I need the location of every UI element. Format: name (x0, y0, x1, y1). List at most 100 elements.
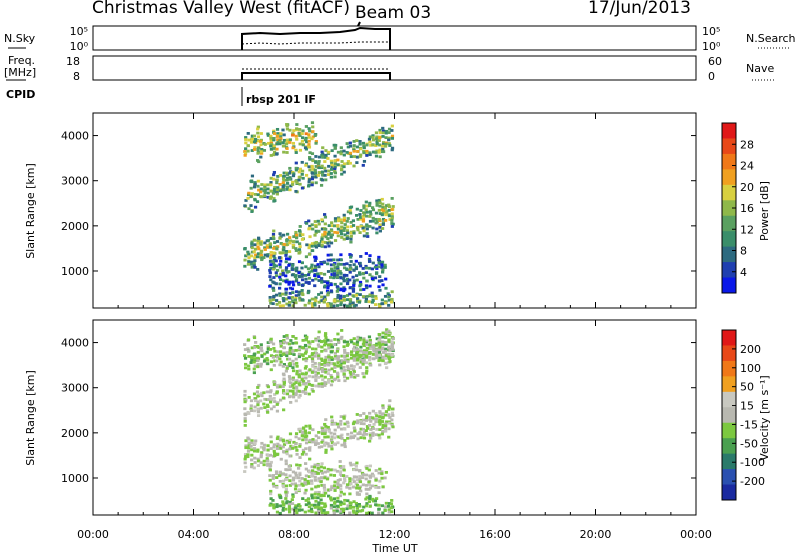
data-cell (388, 218, 392, 221)
data-cell (310, 242, 315, 245)
data-cell (336, 296, 340, 299)
data-cell (310, 496, 315, 500)
data-cell (329, 350, 334, 354)
data-cell (307, 505, 311, 509)
data-cell (317, 490, 321, 494)
data-cell (371, 299, 375, 303)
data-cell (349, 356, 354, 360)
data-cell (383, 294, 388, 298)
data-cell (387, 427, 391, 431)
data-cell (336, 361, 340, 365)
data-cell (316, 496, 320, 500)
data-cell (384, 422, 388, 426)
data-cell (262, 359, 267, 363)
data-cell (308, 156, 312, 159)
data-cell (387, 303, 391, 307)
data-cell (289, 170, 293, 173)
data-cell (361, 351, 366, 354)
data-cell (355, 421, 360, 425)
data-cell (282, 340, 287, 344)
data-cell (243, 419, 247, 423)
cpid-label: CPID (6, 88, 35, 101)
data-cell (269, 139, 273, 143)
data-cell (304, 467, 308, 471)
data-cell (316, 336, 321, 339)
data-cell (355, 226, 360, 230)
data-cell (326, 262, 330, 266)
data-cell (330, 168, 334, 171)
data-cell (368, 210, 372, 214)
data-cell (252, 185, 257, 189)
data-cell (381, 406, 385, 410)
data-cell (335, 289, 339, 293)
data-cell (243, 413, 248, 417)
data-cell (365, 339, 369, 343)
data-cell (287, 510, 292, 514)
data-cell (348, 492, 352, 496)
data-cell (284, 292, 288, 296)
data-cell (265, 356, 269, 360)
data-cell (291, 264, 295, 267)
x-tick-label: 00:00 (77, 528, 109, 541)
data-cell (265, 350, 269, 354)
data-cell (259, 241, 263, 245)
data-cell (269, 489, 273, 493)
data-cell (365, 346, 369, 350)
data-cell (336, 227, 341, 231)
data-cell (279, 354, 283, 357)
colorbar-segment (722, 407, 736, 424)
data-cell (358, 504, 362, 508)
data-cell (355, 343, 359, 347)
data-cell (356, 299, 360, 303)
data-cell (378, 128, 382, 132)
data-cell (256, 242, 260, 245)
data-cell (288, 438, 292, 442)
data-cell (294, 509, 298, 512)
data-cell (323, 375, 327, 379)
data-cell (325, 289, 330, 293)
data-cell (371, 427, 375, 430)
data-cell (317, 162, 321, 166)
data-cell (268, 348, 273, 351)
data-cell (313, 476, 317, 479)
data-cell (330, 149, 334, 153)
data-cell (371, 434, 375, 437)
data-cell (298, 142, 302, 146)
data-cell (272, 445, 276, 449)
data-cell (287, 303, 291, 307)
data-cell (252, 392, 257, 396)
data-cell (378, 304, 382, 308)
data-cell (317, 368, 321, 371)
data-cell (323, 173, 327, 177)
data-cell (310, 494, 314, 498)
data-cell (354, 259, 358, 263)
data-cell (378, 148, 382, 152)
data-cell (378, 418, 382, 422)
data-cell (294, 357, 298, 361)
data-cell (368, 140, 372, 144)
data-cell (365, 467, 369, 470)
data-cell (378, 288, 382, 292)
data-cell (384, 330, 388, 334)
data-cell (250, 134, 254, 138)
data-cell (333, 297, 337, 301)
data-cell (285, 367, 289, 370)
data-cell (390, 134, 395, 138)
data-cell (339, 150, 344, 154)
data-cell (329, 444, 334, 448)
data-cell (390, 124, 394, 128)
data-cell (353, 375, 357, 379)
data-cell (322, 261, 326, 264)
data-cell (349, 364, 354, 368)
data-cell (364, 432, 369, 436)
data-cell (345, 354, 349, 358)
data-cell (330, 435, 334, 439)
data-cell (368, 432, 372, 436)
data-cell (341, 510, 346, 514)
data-cell (345, 485, 349, 489)
data-cell (244, 136, 248, 139)
data-cell (367, 487, 371, 491)
data-cell (269, 256, 273, 259)
data-cell (285, 138, 290, 142)
colorbar-segment (722, 277, 736, 294)
